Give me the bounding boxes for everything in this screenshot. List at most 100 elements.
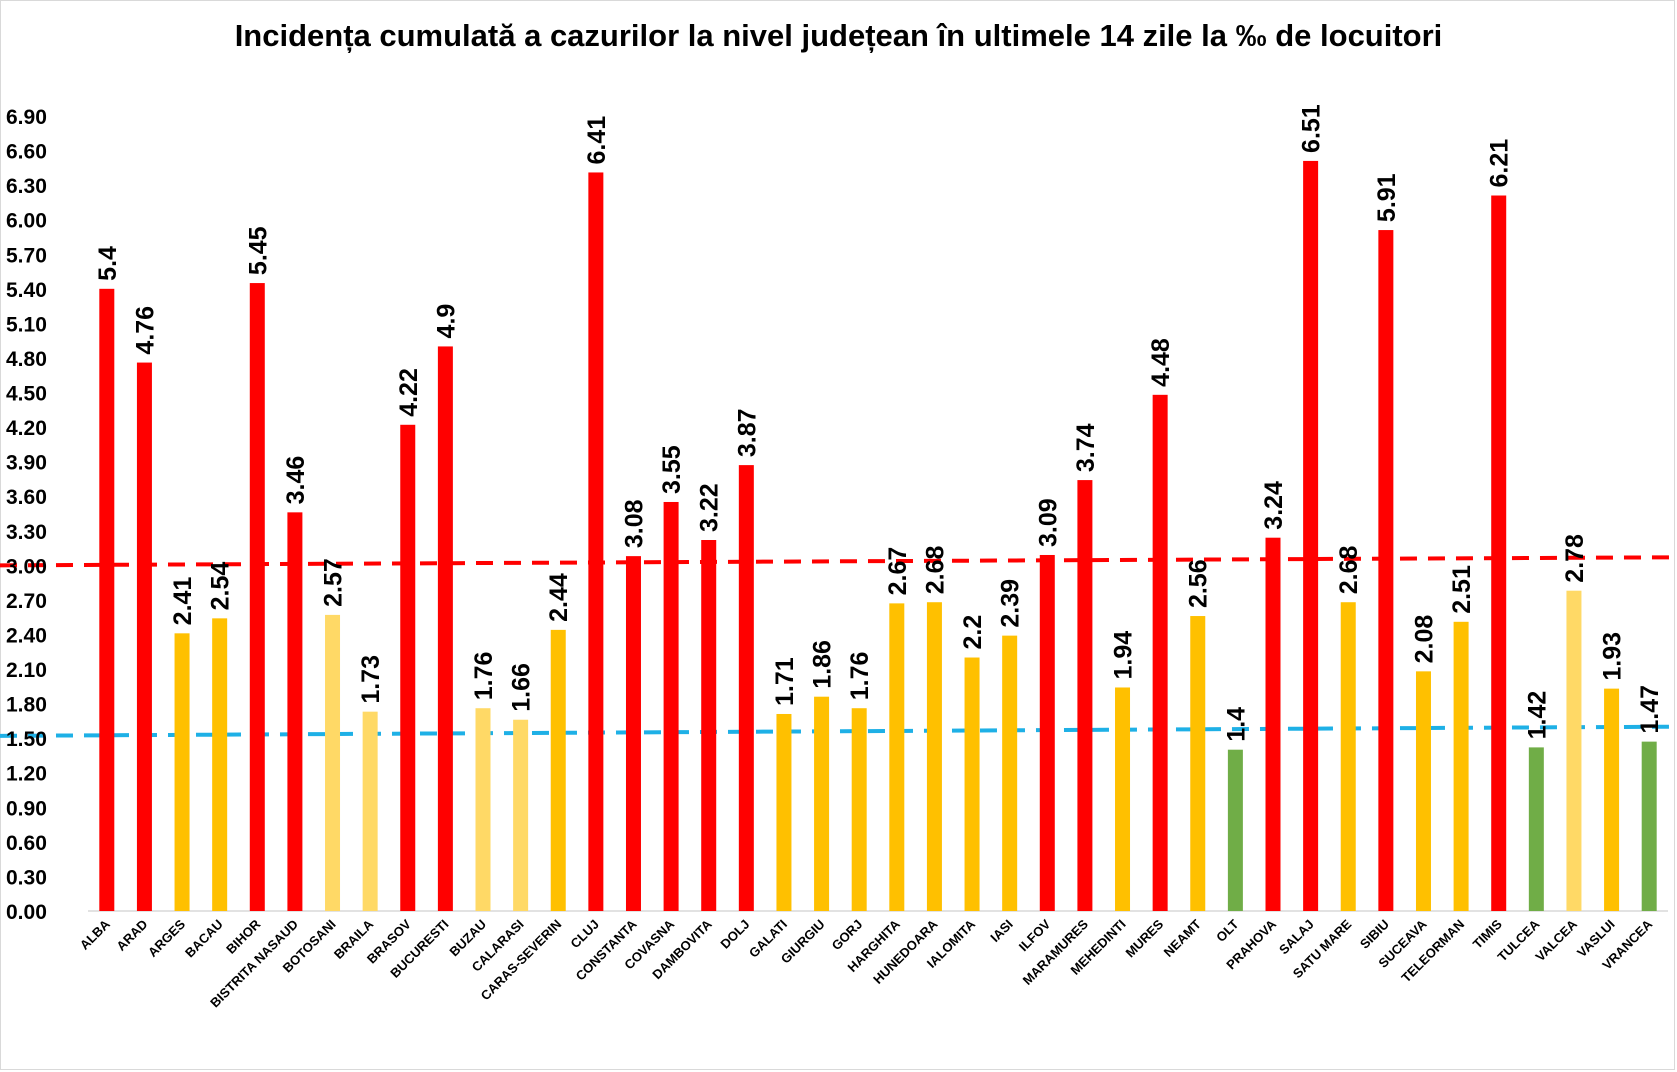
data-label: 5.45 xyxy=(244,226,272,275)
bar xyxy=(1152,394,1168,912)
data-label: 3.46 xyxy=(282,456,310,505)
x-tick-label: MARAMURES xyxy=(1020,916,1092,988)
bar xyxy=(964,657,980,911)
bar xyxy=(588,172,604,911)
data-label: 5.4 xyxy=(94,246,122,281)
data-label: 2.51 xyxy=(1448,565,1476,614)
bar xyxy=(1340,602,1356,911)
x-tick-label: SIBIU xyxy=(1357,917,1392,952)
bar xyxy=(1190,616,1206,911)
bar xyxy=(362,711,378,911)
bar xyxy=(1227,749,1243,911)
data-label: 2.56 xyxy=(1185,559,1213,608)
bar xyxy=(249,283,265,912)
data-label: 2.68 xyxy=(1335,545,1363,594)
data-label: 1.66 xyxy=(508,663,536,712)
bar xyxy=(513,719,529,911)
data-label: 2.68 xyxy=(921,545,949,594)
x-tick-label: VALCEA xyxy=(1532,916,1580,964)
bar xyxy=(475,708,491,911)
data-label: 1.47 xyxy=(1636,685,1664,734)
data-label: 3.24 xyxy=(1260,481,1288,530)
y-tick-label: 5.40 xyxy=(6,279,47,302)
bars xyxy=(99,160,1657,912)
y-tick-label: 2.40 xyxy=(6,624,47,647)
x-tick-label: MURES xyxy=(1122,916,1166,960)
x-tick-label: OLT xyxy=(1213,916,1241,944)
x-tick-label: DOLJ xyxy=(717,917,752,952)
y-tick-label: 0.60 xyxy=(6,832,47,855)
x-tick-label: NEAMT xyxy=(1161,916,1204,959)
data-label: 1.86 xyxy=(809,640,837,689)
y-tick-label: 5.10 xyxy=(6,313,47,336)
y-tick-label: 3.60 xyxy=(6,486,47,509)
x-tick-label: BACAU xyxy=(182,917,226,961)
bar xyxy=(889,603,905,911)
x-tick-label: TIMIS xyxy=(1470,916,1505,951)
y-tick-label: 6.00 xyxy=(6,210,47,233)
data-label: 1.76 xyxy=(470,652,498,701)
data-label: 6.41 xyxy=(583,116,611,165)
bar xyxy=(1453,621,1469,911)
bar xyxy=(1528,747,1544,911)
y-tick-label: 4.80 xyxy=(6,348,47,371)
bar xyxy=(1566,590,1582,911)
data-label: 1.4 xyxy=(1222,707,1250,742)
data-label: 1.94 xyxy=(1110,631,1138,680)
bar xyxy=(1641,741,1657,911)
data-label: 3.09 xyxy=(1034,498,1062,547)
data-label: 3.87 xyxy=(733,408,761,457)
bar xyxy=(437,346,453,911)
y-tick-label: 2.10 xyxy=(6,659,47,682)
data-label: 3.74 xyxy=(1072,423,1100,472)
data-label: 4.76 xyxy=(131,306,159,355)
data-label: 2.39 xyxy=(997,579,1025,628)
data-label: 3.22 xyxy=(696,483,724,532)
bar xyxy=(701,540,717,911)
y-tick-label: 1.20 xyxy=(6,763,47,786)
bar xyxy=(1378,230,1394,912)
bar xyxy=(776,713,792,911)
bar xyxy=(1115,687,1131,911)
y-tick-label: 6.60 xyxy=(6,141,47,164)
data-label: 3.55 xyxy=(658,445,686,494)
data-label: 6.21 xyxy=(1486,139,1514,188)
y-tick-label: 0.90 xyxy=(6,797,47,820)
y-tick-label: 4.20 xyxy=(6,417,47,440)
bar xyxy=(99,288,115,912)
bar xyxy=(738,465,754,911)
data-label: 1.76 xyxy=(846,652,874,701)
y-tick-label: 0.00 xyxy=(6,901,47,924)
data-label: 1.42 xyxy=(1523,691,1551,740)
bar xyxy=(1303,160,1319,911)
data-label: 2.44 xyxy=(545,573,573,622)
y-tick-label: 6.30 xyxy=(6,175,47,198)
data-label: 2.67 xyxy=(884,547,912,596)
bar xyxy=(550,629,566,911)
bar xyxy=(136,362,152,912)
y-tick-label: 2.70 xyxy=(6,590,47,613)
data-label: 4.48 xyxy=(1147,338,1175,387)
bar xyxy=(400,424,416,911)
y-tick-label: 5.70 xyxy=(6,244,47,267)
data-label: 2.41 xyxy=(169,577,197,626)
data-labels: 5.4 4.76 2.41 2.54 5.45 3.46 2.57 1.73 4.22 4.9 1.… xyxy=(94,104,1664,742)
bar xyxy=(325,614,341,911)
y-tick-label: 1.80 xyxy=(6,694,47,717)
bar xyxy=(287,512,303,911)
bar xyxy=(625,556,641,911)
x-tick-label: IASI xyxy=(987,917,1015,945)
y-tick-label: 1.50 xyxy=(6,728,47,751)
bar xyxy=(1604,688,1620,911)
y-tick-label: 3.00 xyxy=(6,555,47,578)
data-label: 4.9 xyxy=(432,304,460,339)
bar xyxy=(1039,554,1055,911)
data-label: 1.71 xyxy=(771,657,799,706)
data-label: 3.08 xyxy=(620,499,648,548)
bar xyxy=(1265,537,1281,911)
bar xyxy=(851,708,867,911)
bar xyxy=(174,633,190,911)
